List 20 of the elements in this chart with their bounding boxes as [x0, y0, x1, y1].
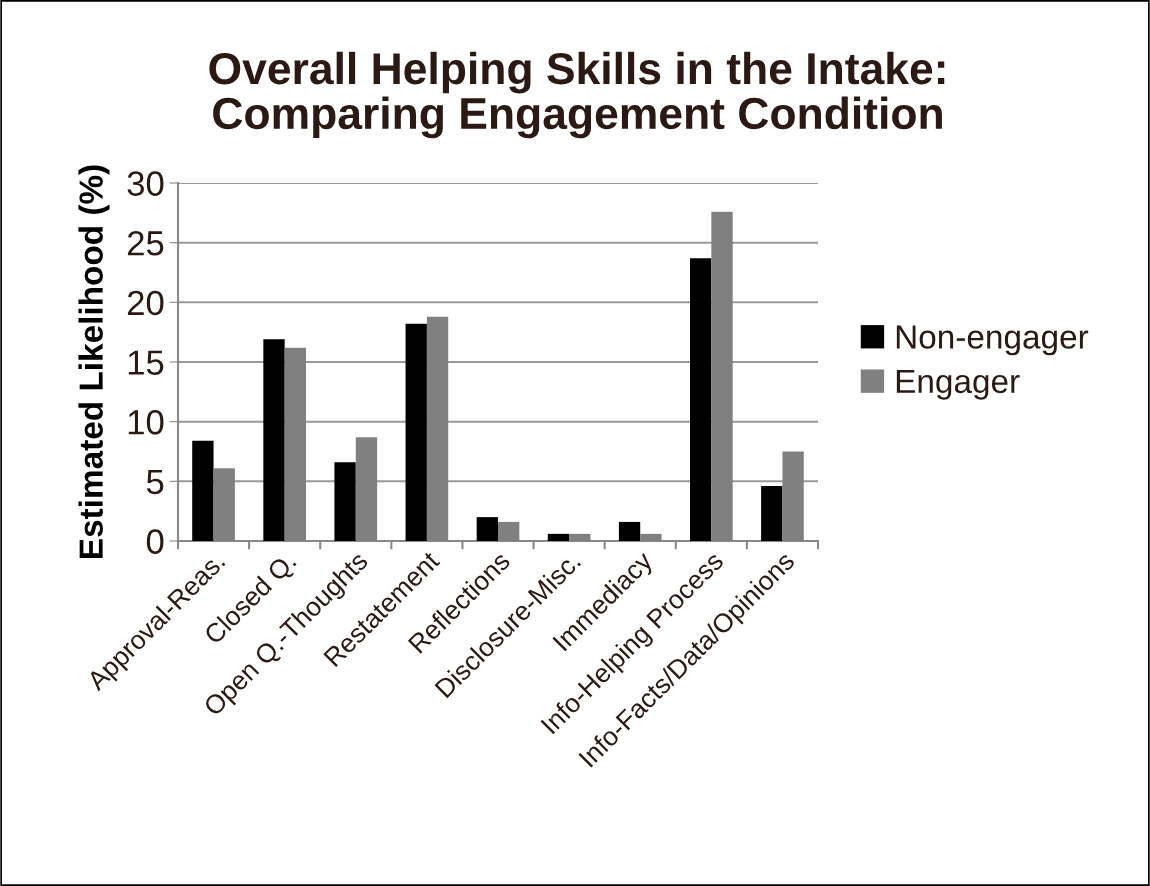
bar — [192, 440, 214, 541]
bar — [690, 258, 712, 541]
y-axis-title: Estimated Likelihood (%) — [78, 165, 110, 558]
y-tick-label: 10 — [128, 410, 164, 435]
y-tick-label: 0 — [146, 529, 164, 554]
y-tick-label: 20 — [127, 290, 164, 316]
y-tick-label: 15 — [128, 350, 164, 375]
y-tick-label: 25 — [127, 231, 164, 256]
bar — [547, 533, 570, 541]
legend-label: Engager — [896, 369, 1020, 400]
y-tick-label: 5 — [146, 470, 164, 495]
bar — [761, 486, 783, 541]
bar — [334, 462, 356, 541]
chart-title: Overall Helping Skills in the Intake: Comparing Engagement Condition — [209, 51, 945, 139]
bar — [263, 339, 285, 541]
legend-label: Non-engager — [896, 325, 1089, 356]
bar — [618, 521, 641, 541]
bar — [405, 323, 427, 541]
y-tick-label: 30 — [127, 171, 164, 196]
bar — [476, 517, 498, 541]
